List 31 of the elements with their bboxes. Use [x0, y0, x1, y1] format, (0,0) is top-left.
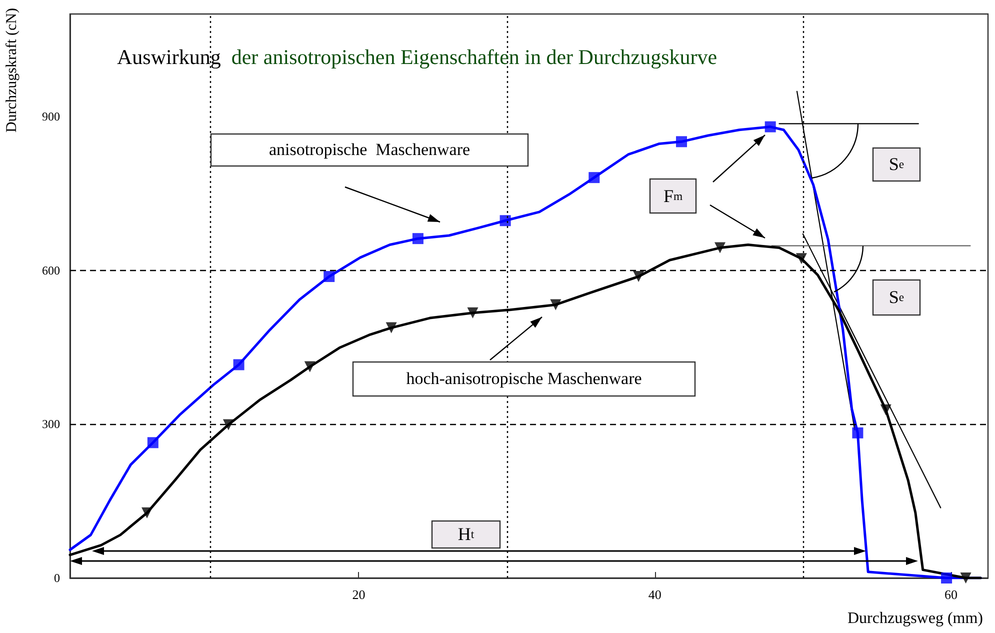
text: Auswirkung der anisotropischen Eigenschaften in der Durchzugskurve [117, 45, 718, 69]
point [324, 271, 335, 282]
point [676, 136, 688, 148]
x-tick-label: 40 [648, 587, 662, 602]
point [880, 404, 892, 416]
point [386, 322, 397, 334]
y-axis-title: Durchzugskraft (cN) [4, 8, 21, 133]
point [796, 253, 807, 264]
point [147, 437, 158, 448]
point [764, 121, 776, 132]
point [467, 307, 478, 318]
point [141, 507, 152, 518]
point [500, 215, 511, 226]
point [714, 242, 726, 254]
x-tick-label: 60 [944, 587, 958, 602]
point [852, 427, 864, 438]
point [222, 419, 234, 430]
point [412, 233, 424, 244]
y-tick-label: 900 [42, 110, 60, 124]
point [960, 572, 972, 584]
point [550, 299, 562, 310]
x-axis-title: Durchzugsweg (mm) [847, 610, 983, 628]
point [233, 359, 244, 370]
point [588, 172, 600, 184]
point [941, 572, 952, 584]
y-tick-label: 600 [42, 263, 60, 278]
point [633, 271, 644, 282]
point [304, 361, 316, 372]
y-tick-label: 0 [54, 571, 60, 585]
x-tick-label: 20 [352, 587, 366, 602]
y-tick-label: 300 [42, 417, 60, 432]
